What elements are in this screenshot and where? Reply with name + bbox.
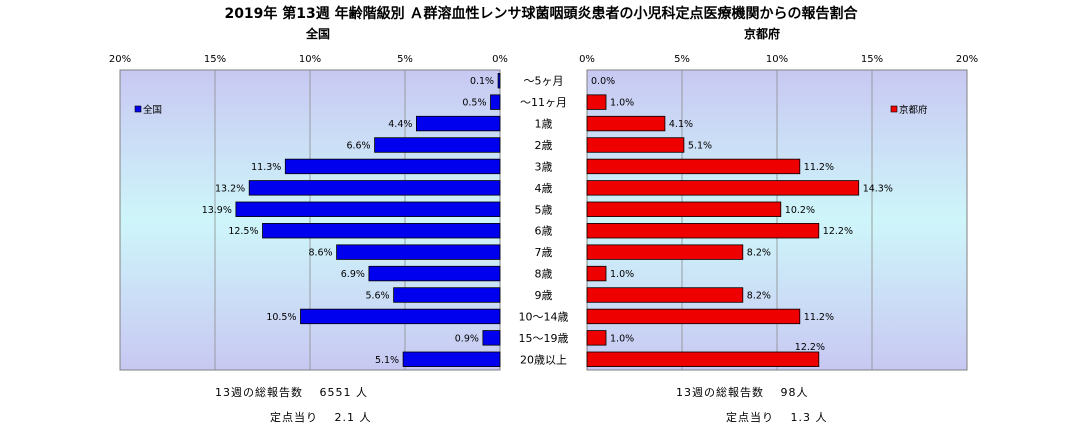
right-panel-title: 京都府	[744, 26, 780, 41]
right-x-tick-label: 0%	[579, 54, 595, 65]
japan-data-label: 13.2%	[215, 183, 245, 194]
japan-data-label: 0.9%	[455, 333, 479, 344]
left-x-tick-label: 20%	[109, 54, 131, 65]
age-category-label: 5歳	[535, 203, 553, 216]
chart-title: 2019年 第13週 年齢階級別 Ａ群溶血性レンサ球菌咽頭炎患者の小児科定点医療…	[224, 5, 858, 22]
kyoto-data-label: 5.1%	[688, 141, 712, 152]
japan-bar	[284, 158, 501, 175]
age-category-label: 7歳	[535, 246, 553, 259]
japan-bar	[336, 244, 501, 260]
kyoto-data-label: 4.1%	[669, 119, 693, 130]
kyoto-data-label: 11.2%	[804, 312, 834, 323]
kyoto-data-label: 12.2%	[795, 342, 825, 353]
kyoto-bar	[586, 115, 666, 132]
japan-bar	[415, 115, 501, 132]
kyoto-data-label: 8.2%	[747, 291, 771, 302]
japan-data-label: 13.9%	[202, 205, 232, 216]
left-x-tick-label: 15%	[204, 54, 226, 65]
kyoto-data-label: 1.0%	[610, 269, 634, 280]
kyoto-data-label: 8.2%	[747, 248, 771, 259]
japan-data-label: 5.1%	[375, 355, 399, 366]
right-x-tick-label: 10%	[766, 54, 788, 65]
japan-data-label: 0.1%	[470, 76, 494, 87]
kyoto-bar	[586, 330, 607, 346]
japan-data-label: 8.6%	[308, 248, 332, 259]
japan-bar	[262, 223, 501, 239]
kyoto-bar	[586, 180, 860, 196]
kyoto-data-label: 1.0%	[610, 333, 634, 344]
kyoto-data-label: 1.0%	[610, 98, 634, 109]
kyoto-bar	[586, 244, 744, 260]
japan-bar	[368, 265, 501, 282]
legend-label-japan: 全国	[143, 104, 162, 116]
legend-swatch-japan	[134, 105, 142, 113]
age-category-label: 10～14歳	[519, 310, 569, 323]
left-panel-title: 全国	[305, 26, 330, 41]
japan-data-label: 4.4%	[388, 119, 412, 130]
right-x-tick-label: 20%	[956, 54, 978, 65]
japan-bar	[482, 330, 501, 346]
age-category-label: 8歳	[535, 268, 553, 281]
kyoto-bar	[586, 158, 801, 175]
japan-data-label: 10.5%	[266, 312, 296, 323]
kyoto-bar	[586, 308, 801, 325]
kyoto-bar	[586, 287, 744, 303]
age-category-label: 3歳	[535, 160, 553, 173]
right-x-tick-label: 5%	[674, 54, 690, 65]
left-total-reports: 13週の総報告数 6551 人	[215, 386, 368, 399]
age-category-label: 9歳	[535, 289, 553, 302]
japan-bar	[490, 94, 501, 110]
japan-bar	[393, 287, 501, 303]
legend-label-kyoto: 京都府	[899, 104, 928, 116]
age-category-label: 15～19歳	[519, 332, 569, 345]
kyoto-bar	[586, 137, 685, 153]
left-per-sentinel: 定点当り 2.1 人	[270, 411, 372, 424]
kyoto-bar	[586, 223, 820, 239]
age-category-label: ～5ヶ月	[524, 75, 564, 88]
japan-bar	[235, 201, 501, 217]
kyoto-data-label: 14.3%	[863, 183, 893, 194]
kyoto-data-label: 11.2%	[804, 162, 834, 173]
age-category-label: ～11ヶ月	[520, 96, 567, 109]
kyoto-data-label: 12.2%	[823, 226, 853, 237]
age-category-label: 20歳以上	[520, 353, 567, 366]
kyoto-data-label: 10.2%	[785, 205, 815, 216]
kyoto-data-label: 0.0%	[591, 76, 615, 87]
legend-swatch-kyoto	[890, 105, 898, 113]
age-category-label: 2歳	[535, 139, 553, 152]
japan-data-label: 12.5%	[228, 226, 258, 237]
japan-bar	[374, 137, 501, 153]
age-category-label: 4歳	[535, 182, 553, 195]
japan-data-label: 6.6%	[346, 141, 370, 152]
japan-bar	[497, 73, 501, 89]
japan-bar	[300, 308, 501, 325]
right-x-tick-label: 15%	[861, 54, 883, 65]
kyoto-bar	[586, 265, 607, 282]
left-x-tick-label: 10%	[299, 54, 321, 65]
kyoto-bar	[586, 351, 820, 367]
right-total-reports: 13週の総報告数 98人	[676, 386, 809, 399]
japan-data-label: 0.5%	[462, 98, 486, 109]
age-category-label: 6歳	[535, 225, 553, 238]
left-x-tick-label: 0%	[492, 54, 508, 65]
japan-data-label: 11.3%	[251, 162, 281, 173]
left-x-tick-label: 5%	[397, 54, 413, 65]
right-per-sentinel: 定点当り 1.3 人	[726, 411, 828, 424]
japan-bar	[402, 351, 501, 367]
kyoto-bar	[586, 201, 782, 217]
age-category-label: 1歳	[535, 118, 553, 131]
japan-data-label: 6.9%	[341, 269, 365, 280]
japan-bar	[248, 180, 501, 196]
japan-data-label: 5.6%	[365, 291, 389, 302]
kyoto-bar	[586, 94, 607, 110]
